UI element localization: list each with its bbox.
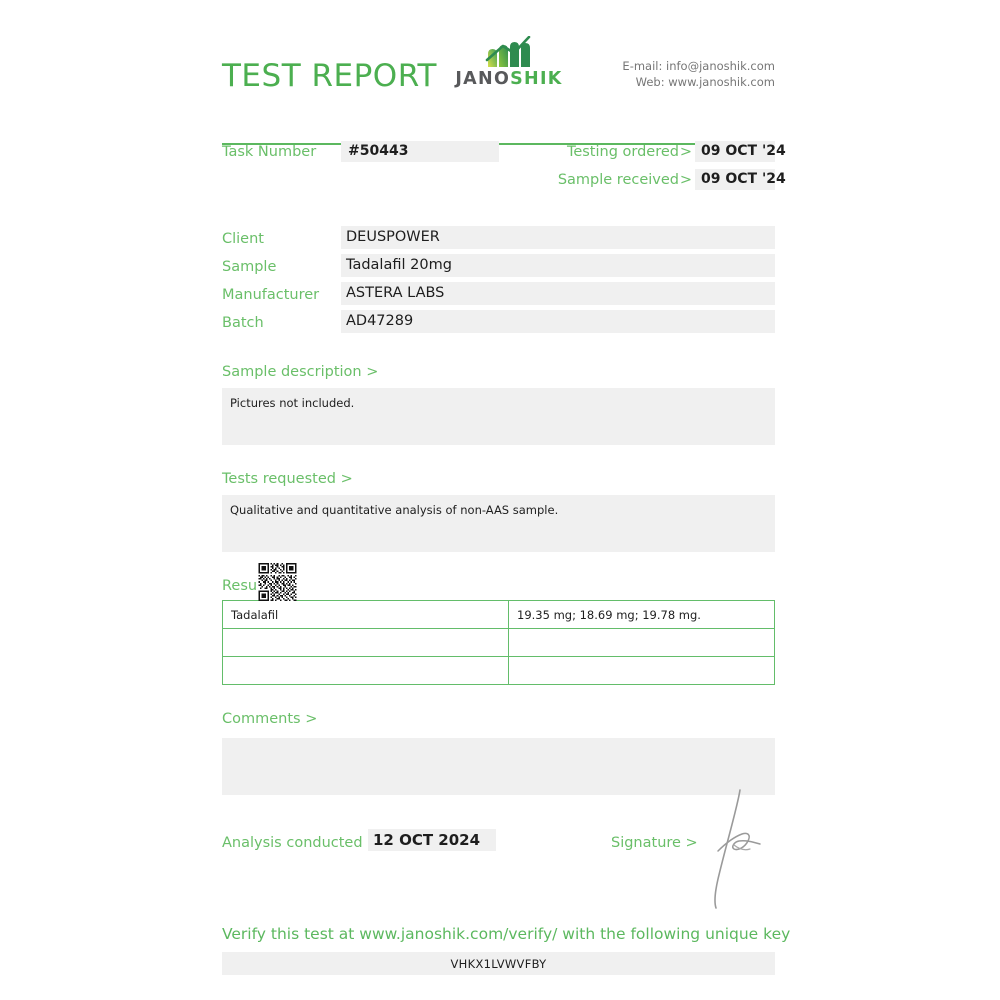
tests-requested-box: Qualitative and quantitative analysis of… — [222, 495, 775, 552]
bar-chart-logo-icon — [485, 36, 531, 67]
task-number-label: Task Number — [222, 144, 317, 160]
table-row: Tadalafil 19.35 mg; 18.69 mg; 19.78 mg. — [222, 600, 775, 629]
analysis-conducted-label: Analysis conducted > — [222, 835, 380, 851]
sample-received-value: 09 OCT '24 — [695, 169, 786, 190]
verify-key: VHKX1LVWVFBY — [222, 952, 775, 975]
dates-block: Testing ordered > 09 OCT '24 Sample rece… — [532, 141, 786, 197]
task-number-value: #50443 — [341, 141, 499, 162]
result-value: 19.35 mg; 18.69 mg; 19.78 mg. — [508, 600, 775, 629]
signature-label: Signature > — [611, 835, 698, 851]
table-row — [222, 628, 775, 657]
result-value — [508, 628, 775, 657]
task-row: Task Number #50443 Testing ordered > 09 … — [222, 141, 786, 197]
sample-description-heading: Sample description > — [222, 364, 379, 380]
page-title: TEST REPORT — [222, 58, 437, 94]
client-value: DEUSPOWER — [341, 226, 775, 249]
testing-ordered-label: Testing ordered — [566, 144, 679, 160]
sample-received-arrow: > — [679, 172, 692, 188]
result-name: Tadalafil — [222, 600, 509, 629]
report-footer: Analysis conducted > 12 OCT 2024 Signatu… — [222, 789, 775, 909]
testing-ordered-row: Testing ordered > 09 OCT '24 — [532, 141, 786, 169]
result-name — [222, 628, 509, 657]
comments-heading: Comments > — [222, 711, 318, 727]
qr-code — [258, 563, 297, 601]
report-header: TEST REPORT — [222, 36, 775, 145]
tests-requested-heading: Tests requested > — [222, 471, 353, 487]
batch-label: Batch — [222, 315, 264, 331]
sample-label: Sample — [222, 259, 277, 275]
table-row — [222, 656, 775, 685]
contact-email: E-mail: info@janoshik.com — [622, 59, 775, 73]
sample-received-row: Sample received > 09 OCT '24 — [532, 169, 786, 197]
comments-box — [222, 738, 775, 795]
info-row-sample: Sample Tadalafil 20mg — [222, 254, 775, 282]
sample-value: Tadalafil 20mg — [341, 254, 775, 277]
result-value — [508, 656, 775, 685]
verify-text: Verify this test at www.janoshik.com/ver… — [222, 925, 791, 943]
brand-wordmark: JANOSHIK — [454, 69, 564, 89]
info-row-batch: Batch AD47289 — [222, 310, 775, 338]
contact-web: Web: www.janoshik.com — [635, 75, 775, 89]
handwritten-signature — [714, 789, 761, 909]
brand-name-part1: JANO — [455, 69, 511, 89]
client-label: Client — [222, 231, 264, 247]
results-heading: Results > — [222, 578, 292, 594]
batch-value: AD47289 — [341, 310, 775, 333]
report-content: TEST REPORT — [222, 0, 791, 975]
sample-description-box: Pictures not included. — [222, 388, 775, 445]
brand-name-part2: SHIK — [510, 69, 563, 89]
sample-received-label: Sample received — [557, 172, 679, 188]
result-name — [222, 656, 509, 685]
brand-logo: JANOSHIK — [454, 36, 564, 89]
contact-info: E-mail: info@janoshik.com Web: www.janos… — [622, 58, 775, 90]
testing-ordered-value: 09 OCT '24 — [695, 141, 786, 162]
info-row-manufacturer: Manufacturer ASTERA LABS — [222, 282, 775, 310]
sample-info-table: Client DEUSPOWER Sample Tadalafil 20mg M… — [222, 226, 775, 338]
testing-ordered-arrow: > — [679, 144, 692, 160]
analysis-conducted-date: 12 OCT 2024 — [368, 829, 496, 851]
info-row-client: Client DEUSPOWER — [222, 226, 775, 254]
manufacturer-label: Manufacturer — [222, 287, 320, 303]
results-table: Tadalafil 19.35 mg; 18.69 mg; 19.78 mg. — [222, 600, 775, 685]
manufacturer-value: ASTERA LABS — [341, 282, 775, 305]
